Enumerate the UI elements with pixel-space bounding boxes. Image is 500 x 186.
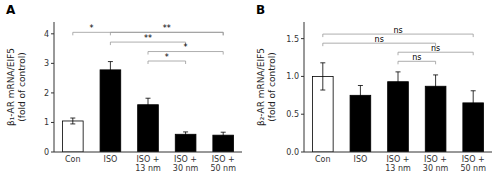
x-tick-label: ISO +13 nm bbox=[385, 155, 411, 173]
plot-area bbox=[62, 62, 233, 152]
x-tick-label-line: ISO + bbox=[424, 155, 447, 164]
error-bar bbox=[221, 132, 226, 138]
y-tick-label: 1.0 bbox=[286, 72, 299, 81]
x-tick-label-line: ISO + bbox=[462, 155, 485, 164]
chart-root: A01234β₁-AR mRNA/EIF5(fold of control)Co… bbox=[0, 0, 500, 186]
x-axis-line bbox=[54, 152, 242, 153]
error-bar bbox=[70, 118, 75, 124]
error-bar bbox=[358, 85, 363, 105]
x-axis-line bbox=[304, 152, 492, 153]
bar bbox=[388, 82, 409, 152]
x-tick-label: ISO +50 nm bbox=[210, 155, 236, 173]
x-tick-label: ISO +13 nm bbox=[135, 155, 161, 173]
y-tick-label: 0.0 bbox=[286, 148, 299, 157]
y-axis-line bbox=[54, 22, 55, 152]
x-tick-label: ISO +30 nm bbox=[423, 155, 449, 173]
x-tick-label-line: 13 nm bbox=[135, 164, 161, 173]
error-bar bbox=[396, 72, 401, 92]
panel: A 0 1 2 3 4 β₁-AR mRNA/EIF5(fold of control) Co… bbox=[6, 3, 242, 173]
bar bbox=[62, 121, 83, 152]
panel-label: A bbox=[6, 3, 16, 17]
x-tick-label-line: Con bbox=[65, 155, 81, 164]
x-tick-label: ISO +50 nm bbox=[460, 155, 486, 173]
y-axis: 0.0 0.5 1.0 1.5 bbox=[286, 35, 304, 157]
x-tick-label-line: ISO + bbox=[212, 155, 235, 164]
x-tick-label-line: 30 nm bbox=[173, 164, 199, 173]
significance-label: ns bbox=[375, 35, 384, 44]
x-tick-label-line: ISO + bbox=[137, 155, 160, 164]
error-bar bbox=[146, 98, 151, 111]
y-axis: 0 1 2 3 4 bbox=[44, 30, 54, 157]
plot-area bbox=[312, 63, 483, 152]
x-tick-label-line: 50 nm bbox=[460, 164, 486, 173]
x-tick-label-line: ISO + bbox=[174, 155, 197, 164]
x-tick-label-line: ISO bbox=[354, 155, 368, 164]
significance-label: * bbox=[184, 43, 188, 52]
error-bar bbox=[108, 62, 113, 79]
significance-label: * bbox=[90, 24, 94, 33]
y-tick-label: 4 bbox=[44, 30, 49, 39]
significance-label: * bbox=[165, 53, 169, 62]
x-tick-label-line: 13 nm bbox=[385, 164, 411, 173]
y-tick-label: 0.5 bbox=[286, 110, 299, 119]
x-tick-label-line: ISO + bbox=[387, 155, 410, 164]
y-tick-label: 0 bbox=[44, 148, 49, 157]
bar bbox=[100, 70, 121, 152]
error-bar bbox=[320, 63, 325, 90]
y-tick-label: 2 bbox=[44, 89, 49, 98]
y-tick-label: 1.5 bbox=[286, 35, 299, 44]
error-bar bbox=[471, 91, 476, 115]
x-tick-label: Con bbox=[315, 155, 331, 164]
y-axis-label: β₁-AR mRNA/EIF5(fold of control) bbox=[6, 48, 27, 126]
panel: B 0.0 0.5 1.0 1.5 β₂-AR mRNA/EIF5(fold of con… bbox=[256, 3, 492, 173]
x-tick-label-line: Con bbox=[315, 155, 331, 164]
significance-label: ** bbox=[163, 24, 171, 33]
y-axis-line bbox=[304, 22, 305, 152]
significance-label: ** bbox=[144, 34, 152, 43]
error-bar bbox=[433, 75, 438, 98]
significance-label: ns bbox=[412, 53, 421, 62]
y-axis-label-line: (fold of control) bbox=[17, 52, 27, 122]
error-bar bbox=[183, 132, 188, 137]
y-tick-label: 3 bbox=[44, 59, 49, 68]
panel-label: B bbox=[256, 3, 265, 17]
x-tick-label: Con bbox=[65, 155, 81, 164]
bar bbox=[138, 105, 159, 152]
x-tick-label: ISO +30 nm bbox=[173, 155, 199, 173]
x-tick-label: ISO bbox=[104, 155, 118, 164]
y-axis-label-line: β₁-AR mRNA/EIF5 bbox=[6, 48, 16, 126]
x-tick-label-line: ISO bbox=[104, 155, 118, 164]
x-tick-label-line: 30 nm bbox=[423, 164, 449, 173]
x-tick-label-line: 50 nm bbox=[210, 164, 236, 173]
significance-bracket bbox=[73, 32, 223, 35]
y-axis-label-line: (fold of control) bbox=[267, 52, 277, 122]
y-axis-label: β₂-AR mRNA/EIF5(fold of control) bbox=[256, 48, 277, 126]
y-tick-label: 1 bbox=[44, 118, 49, 127]
significance-label: ns bbox=[431, 44, 440, 53]
significance-label: ns bbox=[393, 26, 402, 35]
x-tick-label: ISO bbox=[354, 155, 368, 164]
y-axis-label-line: β₂-AR mRNA/EIF5 bbox=[256, 48, 266, 126]
